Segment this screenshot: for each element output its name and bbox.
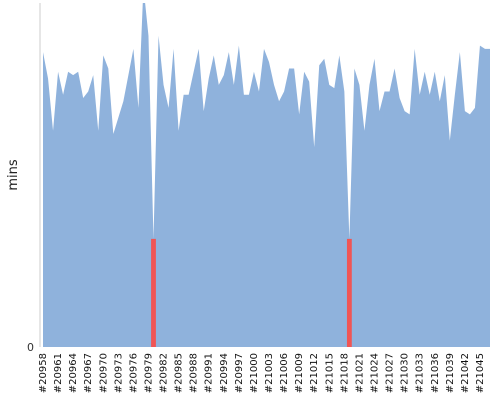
area-layer <box>43 3 490 347</box>
x-tick-label: #21033 <box>415 353 426 393</box>
failed-build-marker <box>151 238 156 347</box>
duration-area <box>43 3 490 347</box>
x-tick-label: #20958 <box>38 353 49 393</box>
y-tick-labels: 0 <box>27 341 34 354</box>
x-tick-label: #21030 <box>400 353 411 393</box>
x-tick-label: #21015 <box>324 353 335 393</box>
failed-build-marker <box>346 238 352 347</box>
x-tick-label: #20982 <box>159 353 170 393</box>
failure-markers <box>151 238 352 347</box>
x-tick-label: #20994 <box>219 353 230 393</box>
x-tick-label: #20961 <box>53 353 64 393</box>
x-tick-label: #21021 <box>354 353 365 393</box>
x-tick-label: #21003 <box>264 353 275 393</box>
x-tick-label: #20979 <box>143 353 154 393</box>
x-tick-label: #20988 <box>189 353 200 393</box>
x-tick-label: #20973 <box>113 353 124 393</box>
x-tick-label: #21036 <box>430 353 441 393</box>
x-tick-label: #21009 <box>294 353 305 393</box>
y-tick-label: 0 <box>27 341 34 354</box>
x-tick-label: #21006 <box>279 353 290 393</box>
x-tick-label: #21027 <box>385 353 396 393</box>
x-tick-label: #20991 <box>204 353 215 393</box>
x-tick-label: #20964 <box>68 353 79 393</box>
x-tick-label: #21012 <box>309 353 320 393</box>
x-tick-label: #20997 <box>234 353 245 393</box>
x-tick-label: #20967 <box>83 353 94 393</box>
x-tick-labels: #20958 #20961 #20964 #20967 #20970 #20973 #209… <box>38 353 486 393</box>
x-tick-label: #21045 <box>475 353 486 393</box>
y-axis-label: mins <box>6 159 21 191</box>
x-tick-label: #20985 <box>174 353 185 393</box>
x-tick-label: #21042 <box>460 353 471 393</box>
x-tick-label: #20976 <box>128 353 139 393</box>
x-tick-label: #21024 <box>369 353 380 393</box>
x-tick-label: #21018 <box>339 353 350 393</box>
x-tick-label: #21039 <box>445 353 456 393</box>
x-tick-label: #21000 <box>249 353 260 393</box>
x-tick-label: #20970 <box>98 353 109 393</box>
